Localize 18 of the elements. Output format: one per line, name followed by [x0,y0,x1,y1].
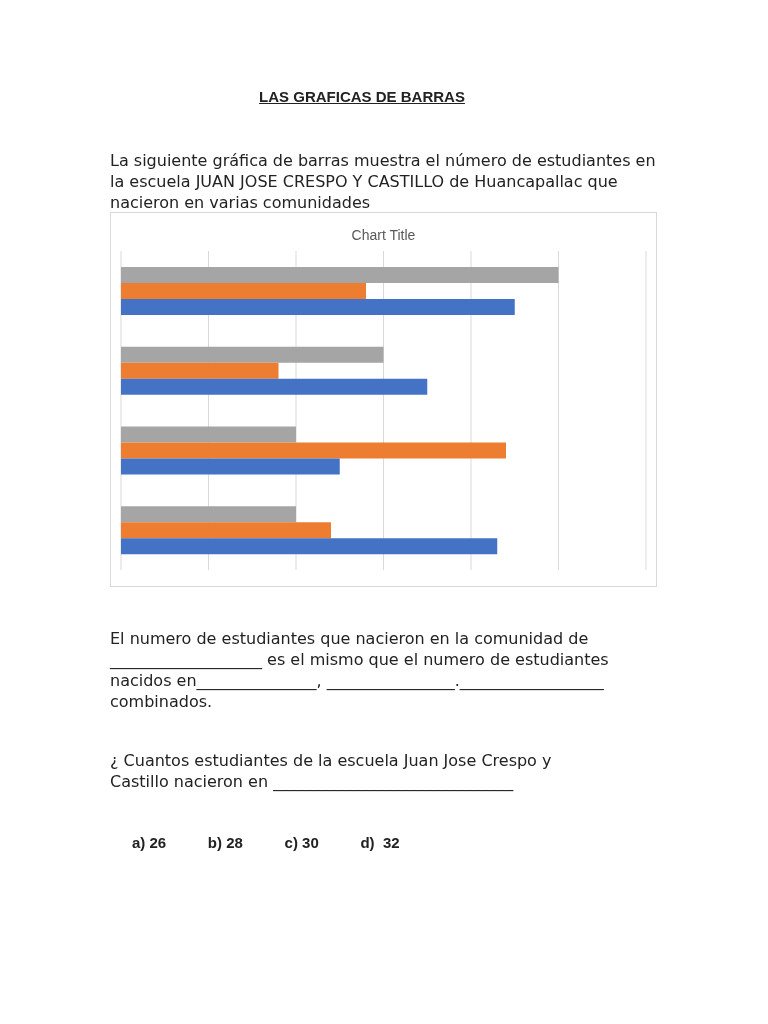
bar [121,282,366,299]
bar [121,538,498,555]
bar [121,266,559,283]
text: a) 26 b) 28 c) 30 d) 32 [132,834,400,851]
bar [121,362,279,379]
bar [121,506,296,523]
text: El numero de estudiantes que nacieron en la comunidad de ___________________ es el mismo que el numero de estudiantes nacidos en_______________, ________________.__________________ combinados. [110,628,610,712]
text: LAS GRAFICAS DE BARRAS [258,88,466,105]
bar [121,426,296,443]
bar [121,442,506,459]
bar [121,378,428,395]
bar [121,346,384,363]
bar [121,298,515,315]
text: ¿ Cuantos estudiantes de la escuela Juan Jose Crespo y Castillo nacieron en ______________________________ [110,750,553,792]
bar [121,458,340,475]
text: La siguiente gráfica de barras muestra el número de estudiantes en la escuela JUAN JOSE CRESPO Y CASTILLO de Huancapallac que nacieron en varias comunidades [110,150,657,213]
chart-title: Chart Title [350,227,417,243]
bar [121,522,331,539]
